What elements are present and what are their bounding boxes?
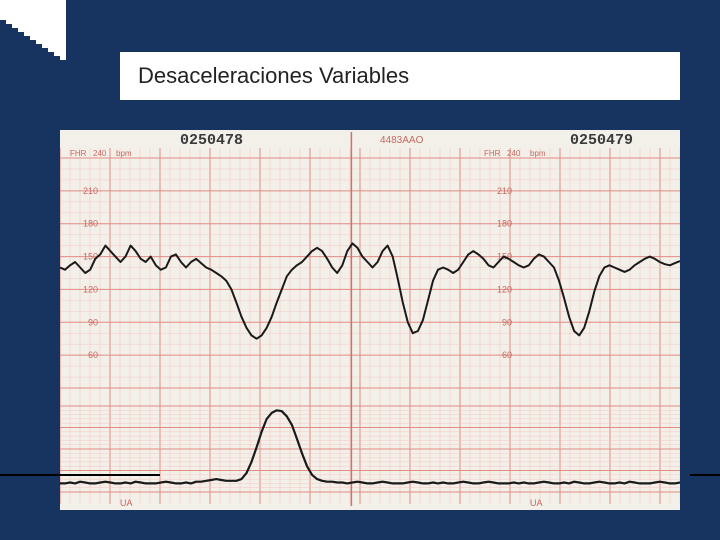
svg-text:bpm: bpm	[116, 149, 132, 158]
svg-text:90: 90	[88, 317, 98, 327]
svg-text:bpm: bpm	[530, 149, 546, 158]
underline-left	[0, 474, 160, 476]
slide: Desaceleraciones Variables 2101801501209…	[0, 0, 720, 540]
svg-text:210: 210	[497, 186, 512, 196]
svg-text:0250478: 0250478	[180, 132, 243, 149]
svg-text:FHR: FHR	[484, 149, 501, 158]
svg-text:4483AAO: 4483AAO	[380, 135, 424, 146]
svg-text:210: 210	[83, 186, 98, 196]
slide-title: Desaceleraciones Variables	[138, 63, 409, 89]
corner-stripes	[0, 0, 66, 60]
title-bar: Desaceleraciones Variables	[120, 52, 680, 100]
svg-text:120: 120	[83, 284, 98, 294]
svg-text:240: 240	[507, 149, 521, 158]
fhr-strip-svg: 2101801501209060FHR240bpm210180150120906…	[60, 130, 680, 510]
svg-text:60: 60	[502, 350, 512, 360]
svg-text:FHR: FHR	[70, 149, 87, 158]
svg-text:0250479: 0250479	[570, 132, 633, 149]
svg-text:180: 180	[83, 219, 98, 229]
underline-right	[690, 474, 720, 476]
fhr-strip-chart: 2101801501209060FHR240bpm210180150120906…	[60, 130, 680, 510]
svg-text:90: 90	[502, 317, 512, 327]
svg-text:UA: UA	[120, 498, 133, 508]
svg-text:60: 60	[88, 350, 98, 360]
svg-text:UA: UA	[530, 498, 543, 508]
svg-text:180: 180	[497, 219, 512, 229]
svg-text:120: 120	[497, 284, 512, 294]
svg-text:240: 240	[93, 149, 107, 158]
